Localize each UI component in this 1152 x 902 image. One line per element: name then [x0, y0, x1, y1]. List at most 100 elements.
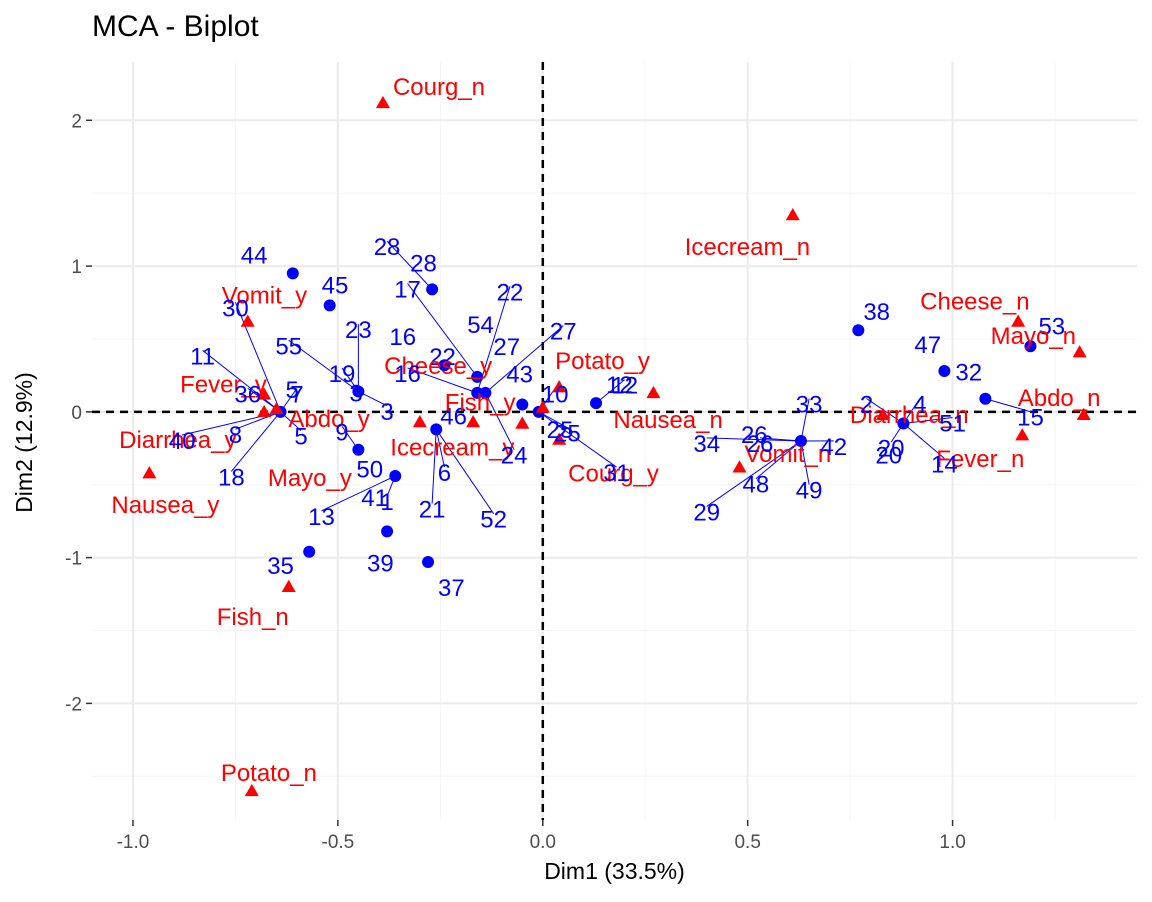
individual-label: 12	[606, 372, 633, 399]
label-leader-line	[706, 437, 801, 442]
individual-label: 52	[480, 507, 507, 534]
variable-point	[515, 416, 530, 429]
variable-point	[142, 466, 157, 479]
x-tick-label: -1.0	[117, 832, 150, 853]
individual-point	[794, 435, 807, 447]
individual-label: 27	[550, 319, 577, 346]
variable-label: Abdo_n	[1018, 385, 1101, 412]
individual-label: 39	[367, 550, 394, 577]
label-leader-line	[431, 429, 437, 504]
individual-label: 28	[374, 234, 401, 261]
variable-point	[1011, 314, 1026, 327]
x-axis-label: Dim1 (33.5%)	[544, 858, 685, 884]
variable-label: Icecream_n	[685, 234, 810, 261]
individual-point	[426, 283, 439, 296]
variable-point	[412, 415, 427, 428]
label-leader-line	[800, 440, 810, 485]
individual-label: 14	[931, 451, 958, 478]
variable-point	[240, 314, 255, 327]
variable-label: Nausea_n	[613, 407, 722, 434]
y-tick-label: 1	[71, 257, 82, 278]
individual-point	[516, 398, 529, 411]
y-tick-label: 0	[71, 403, 82, 424]
individual-label: 5	[294, 424, 307, 451]
variable-point	[1015, 428, 1030, 441]
individual-point	[323, 299, 336, 312]
variable-label: Vomit_y	[222, 282, 307, 309]
variable-label: Vomit_n	[744, 441, 831, 468]
individual-point	[979, 392, 992, 405]
variable-point	[646, 385, 661, 399]
individual-label: 17	[394, 276, 421, 303]
individual-label: 28	[410, 250, 437, 277]
label-leader-line	[985, 398, 1031, 413]
individual-label: 16	[389, 324, 416, 351]
individual-label: 36	[234, 381, 261, 408]
variable-point	[732, 460, 747, 473]
variable-point	[875, 407, 890, 421]
individual-label: 33	[796, 392, 823, 419]
y-tick-label: -1	[65, 549, 82, 570]
individual-label: 19	[329, 361, 356, 388]
individual-label: 11	[190, 343, 215, 370]
individual-label: 12	[611, 373, 638, 400]
variable-label: Fish_n	[217, 604, 289, 631]
individual-point	[479, 386, 492, 399]
individual-point	[352, 443, 365, 456]
variable-label: Nausea_y	[111, 492, 219, 519]
individual-label: 26	[747, 431, 774, 458]
label-leader-line	[235, 411, 281, 430]
individual-label: 35	[267, 553, 294, 580]
label-leader-line	[321, 475, 396, 512]
y-tick-label: -2	[65, 694, 82, 715]
individual-point	[286, 267, 299, 280]
variable-label: Potato_y	[555, 348, 650, 375]
individual-label: 21	[419, 497, 446, 524]
x-tick-label: 0.0	[530, 832, 556, 853]
label-leader-line	[595, 379, 626, 404]
individual-label: 51	[939, 411, 966, 438]
variable-label: Potato_n	[221, 760, 317, 787]
individual-label: 32	[955, 360, 982, 387]
individual-label: 45	[322, 272, 349, 299]
variable-label: Cheese_y	[384, 353, 492, 380]
individual-label: 16	[394, 361, 421, 388]
individual-label: 31	[603, 460, 630, 487]
individual-label: 29	[693, 499, 720, 526]
label-leader-line	[484, 392, 515, 450]
label-leader-line	[903, 423, 945, 459]
label-leader-line	[288, 339, 359, 392]
individual-label: 7	[290, 381, 303, 408]
variable-point	[269, 401, 284, 415]
variable-label: Courg_n	[393, 74, 485, 101]
individual-label: 30	[222, 295, 249, 322]
label-leader-line	[706, 440, 802, 507]
variable-label: Diarrhea_n	[850, 402, 969, 429]
label-leader-line	[435, 429, 495, 514]
individual-label: 26	[741, 422, 768, 449]
individual-point	[897, 417, 910, 430]
individual-label: 27	[493, 334, 520, 361]
individual-point	[381, 525, 394, 538]
variable-label: Abdo_y	[288, 406, 369, 433]
variable-point	[375, 95, 390, 109]
individual-point	[852, 324, 865, 337]
x-tick-label: -0.5	[322, 832, 355, 853]
individual-label: 41	[361, 485, 388, 512]
label-leader-line	[407, 283, 478, 378]
y-tick-label: 2	[71, 111, 82, 132]
individual-label: 50	[356, 457, 383, 484]
individual-label: 22	[429, 344, 456, 371]
variable-point	[1076, 407, 1091, 421]
individual-point	[422, 555, 435, 568]
individual-label: 49	[796, 478, 823, 505]
x-tick-label: 1.0	[939, 832, 965, 853]
variable-point	[257, 387, 272, 400]
individual-label: 22	[497, 279, 524, 306]
individual-label: 55	[275, 333, 302, 360]
variable-label: Fish_y	[445, 389, 516, 416]
individual-label: 44	[241, 242, 268, 269]
variable-label: Fever_y	[180, 371, 267, 398]
individual-label: 23	[345, 317, 372, 344]
individual-label: 3	[349, 380, 362, 407]
